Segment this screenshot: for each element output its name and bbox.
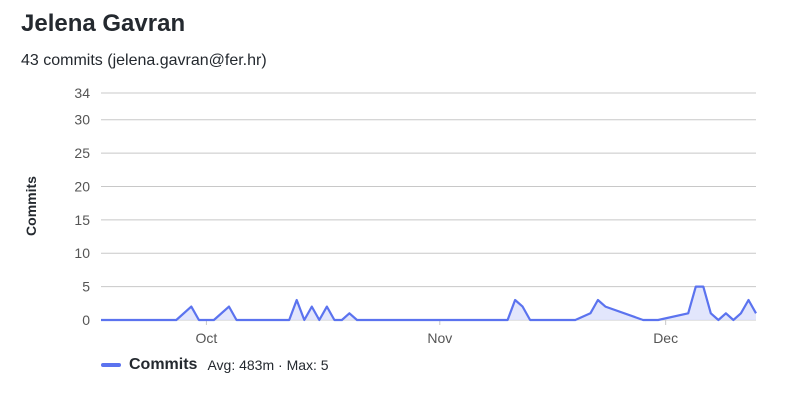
legend-series-name: Commits bbox=[129, 356, 197, 374]
legend: Commits Avg: 483m · Max: 5 bbox=[101, 356, 329, 374]
x-tick-label-dec: Dec bbox=[653, 330, 678, 346]
y-tick-label-34: 34 bbox=[74, 85, 90, 101]
y-axis-label: Commits bbox=[23, 176, 39, 236]
y-tick-label-10: 10 bbox=[74, 245, 90, 261]
series-area-commits bbox=[101, 287, 756, 320]
y-tick-label-0: 0 bbox=[82, 312, 90, 328]
series-commits bbox=[101, 287, 756, 321]
y-tick-label-15: 15 bbox=[74, 212, 90, 228]
legend-swatch bbox=[101, 363, 121, 367]
x-tick-label-oct: Oct bbox=[196, 330, 218, 346]
y-tick-label-20: 20 bbox=[74, 178, 90, 194]
y-tick-label-5: 5 bbox=[82, 279, 90, 295]
y-tick-label-25: 25 bbox=[74, 145, 90, 161]
x-tick-label-nov: Nov bbox=[427, 330, 452, 346]
grid-lines bbox=[101, 93, 756, 320]
legend-stats: Avg: 483m · Max: 5 bbox=[207, 357, 328, 373]
y-axis-ticks: 0 5 10 15 20 25 30 34 bbox=[74, 85, 90, 328]
series-line-commits bbox=[101, 287, 756, 320]
x-axis-ticks: Oct Nov Dec bbox=[196, 320, 679, 346]
y-tick-label-30: 30 bbox=[74, 112, 90, 128]
